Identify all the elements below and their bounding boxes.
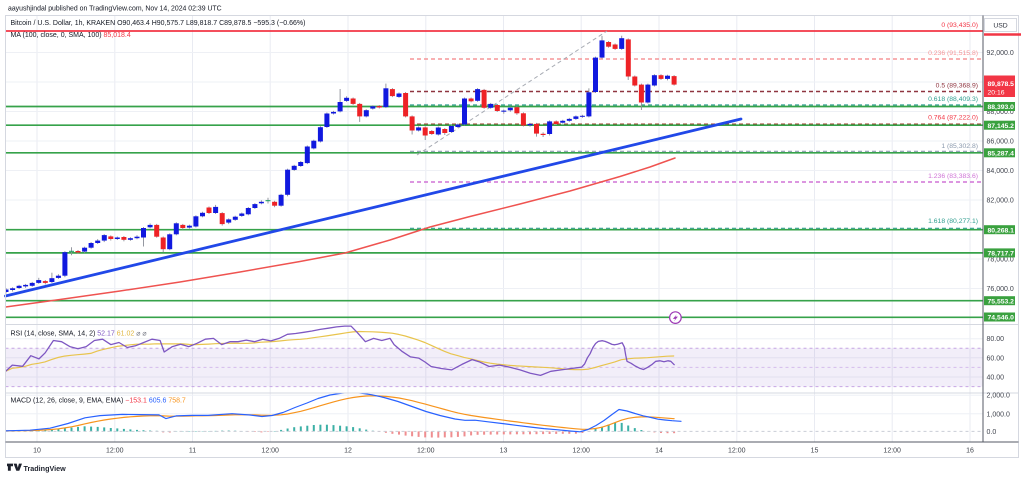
- svg-text:0.0: 0.0: [987, 429, 997, 436]
- svg-text:74,546.0: 74,546.0: [988, 315, 1015, 322]
- svg-text:12:00: 12:00: [883, 448, 901, 455]
- svg-text:RSI (14, close, SMA, 14, 2) 52: RSI (14, close, SMA, 14, 2) 52.17 61.02 …: [11, 331, 147, 338]
- svg-text:MACD (12, 26, close, 9, EMA, E: MACD (12, 26, close, 9, EMA, EMA) −153.1…: [11, 398, 186, 405]
- svg-text:88,000.0: 88,000.0: [987, 109, 1014, 116]
- svg-text:0.764 (87,222.0): 0.764 (87,222.0): [928, 115, 978, 122]
- svg-text:aayushjindal published on Trad: aayushjindal published on TradingView.co…: [8, 6, 222, 13]
- svg-text:75,553.2: 75,553.2: [988, 298, 1015, 305]
- svg-text:USD: USD: [993, 23, 1007, 30]
- svg-text:40.00: 40.00: [987, 375, 1005, 382]
- svg-text:12:00: 12:00: [417, 448, 435, 455]
- svg-text:20:16: 20:16: [988, 90, 1005, 97]
- svg-text:85,287.4: 85,287.4: [988, 150, 1015, 157]
- svg-text:12:00: 12:00: [106, 448, 124, 455]
- svg-text:60.00: 60.00: [987, 355, 1005, 362]
- svg-text:15: 15: [811, 448, 819, 455]
- svg-text:1.236 (83,383.6): 1.236 (83,383.6): [928, 173, 978, 180]
- svg-text:12:00: 12:00: [261, 448, 279, 455]
- svg-text:0 (93,435.0): 0 (93,435.0): [941, 22, 978, 29]
- svg-text:12:00: 12:00: [572, 448, 590, 455]
- svg-text:92,000.0: 92,000.0: [987, 50, 1014, 57]
- svg-text:Bitcoin / U.S. Dollar, 1h, KRA: Bitcoin / U.S. Dollar, 1h, KRAKEN O90,46…: [11, 20, 306, 27]
- svg-text:80.00: 80.00: [987, 336, 1005, 343]
- svg-text:0.5 (89,368.9): 0.5 (89,368.9): [936, 83, 978, 90]
- svg-text:84,000.0: 84,000.0: [987, 168, 1014, 175]
- svg-text:11: 11: [189, 448, 196, 455]
- svg-text:86,000.0: 86,000.0: [987, 139, 1014, 146]
- svg-text:13: 13: [500, 448, 508, 455]
- svg-text:76,000.0: 76,000.0: [987, 286, 1014, 293]
- svg-text:88,393.0: 88,393.0: [988, 104, 1015, 111]
- svg-text:MA (100, close, 0, SMA, 100) 8: MA (100, close, 0, SMA, 100) 85,018.4: [11, 32, 131, 39]
- svg-text:78,000.0: 78,000.0: [987, 257, 1014, 264]
- svg-text:16: 16: [966, 448, 974, 455]
- svg-text:80,268.1: 80,268.1: [988, 227, 1015, 234]
- svg-text:12: 12: [344, 448, 352, 455]
- svg-text:0.236 (91,515.8): 0.236 (91,515.8): [928, 50, 978, 57]
- svg-text:1 (85,302.8): 1 (85,302.8): [941, 143, 978, 150]
- svg-text:78,717.7: 78,717.7: [988, 251, 1015, 258]
- svg-text:82,000.0: 82,000.0: [987, 198, 1014, 205]
- svg-text:TradingView: TradingView: [24, 464, 67, 473]
- svg-text:12:00: 12:00: [728, 448, 746, 455]
- svg-text:89,878.5: 89,878.5: [988, 81, 1015, 88]
- svg-text:14: 14: [655, 448, 663, 455]
- svg-text:2,000.0: 2,000.0: [987, 393, 1010, 400]
- svg-text:1,000.0: 1,000.0: [987, 411, 1010, 418]
- svg-text:0.618 (88,409.3): 0.618 (88,409.3): [928, 96, 978, 103]
- svg-text:1.618 (80,277.1): 1.618 (80,277.1): [928, 218, 978, 225]
- svg-text:87,145.2: 87,145.2: [988, 123, 1015, 130]
- svg-text:10: 10: [33, 448, 41, 455]
